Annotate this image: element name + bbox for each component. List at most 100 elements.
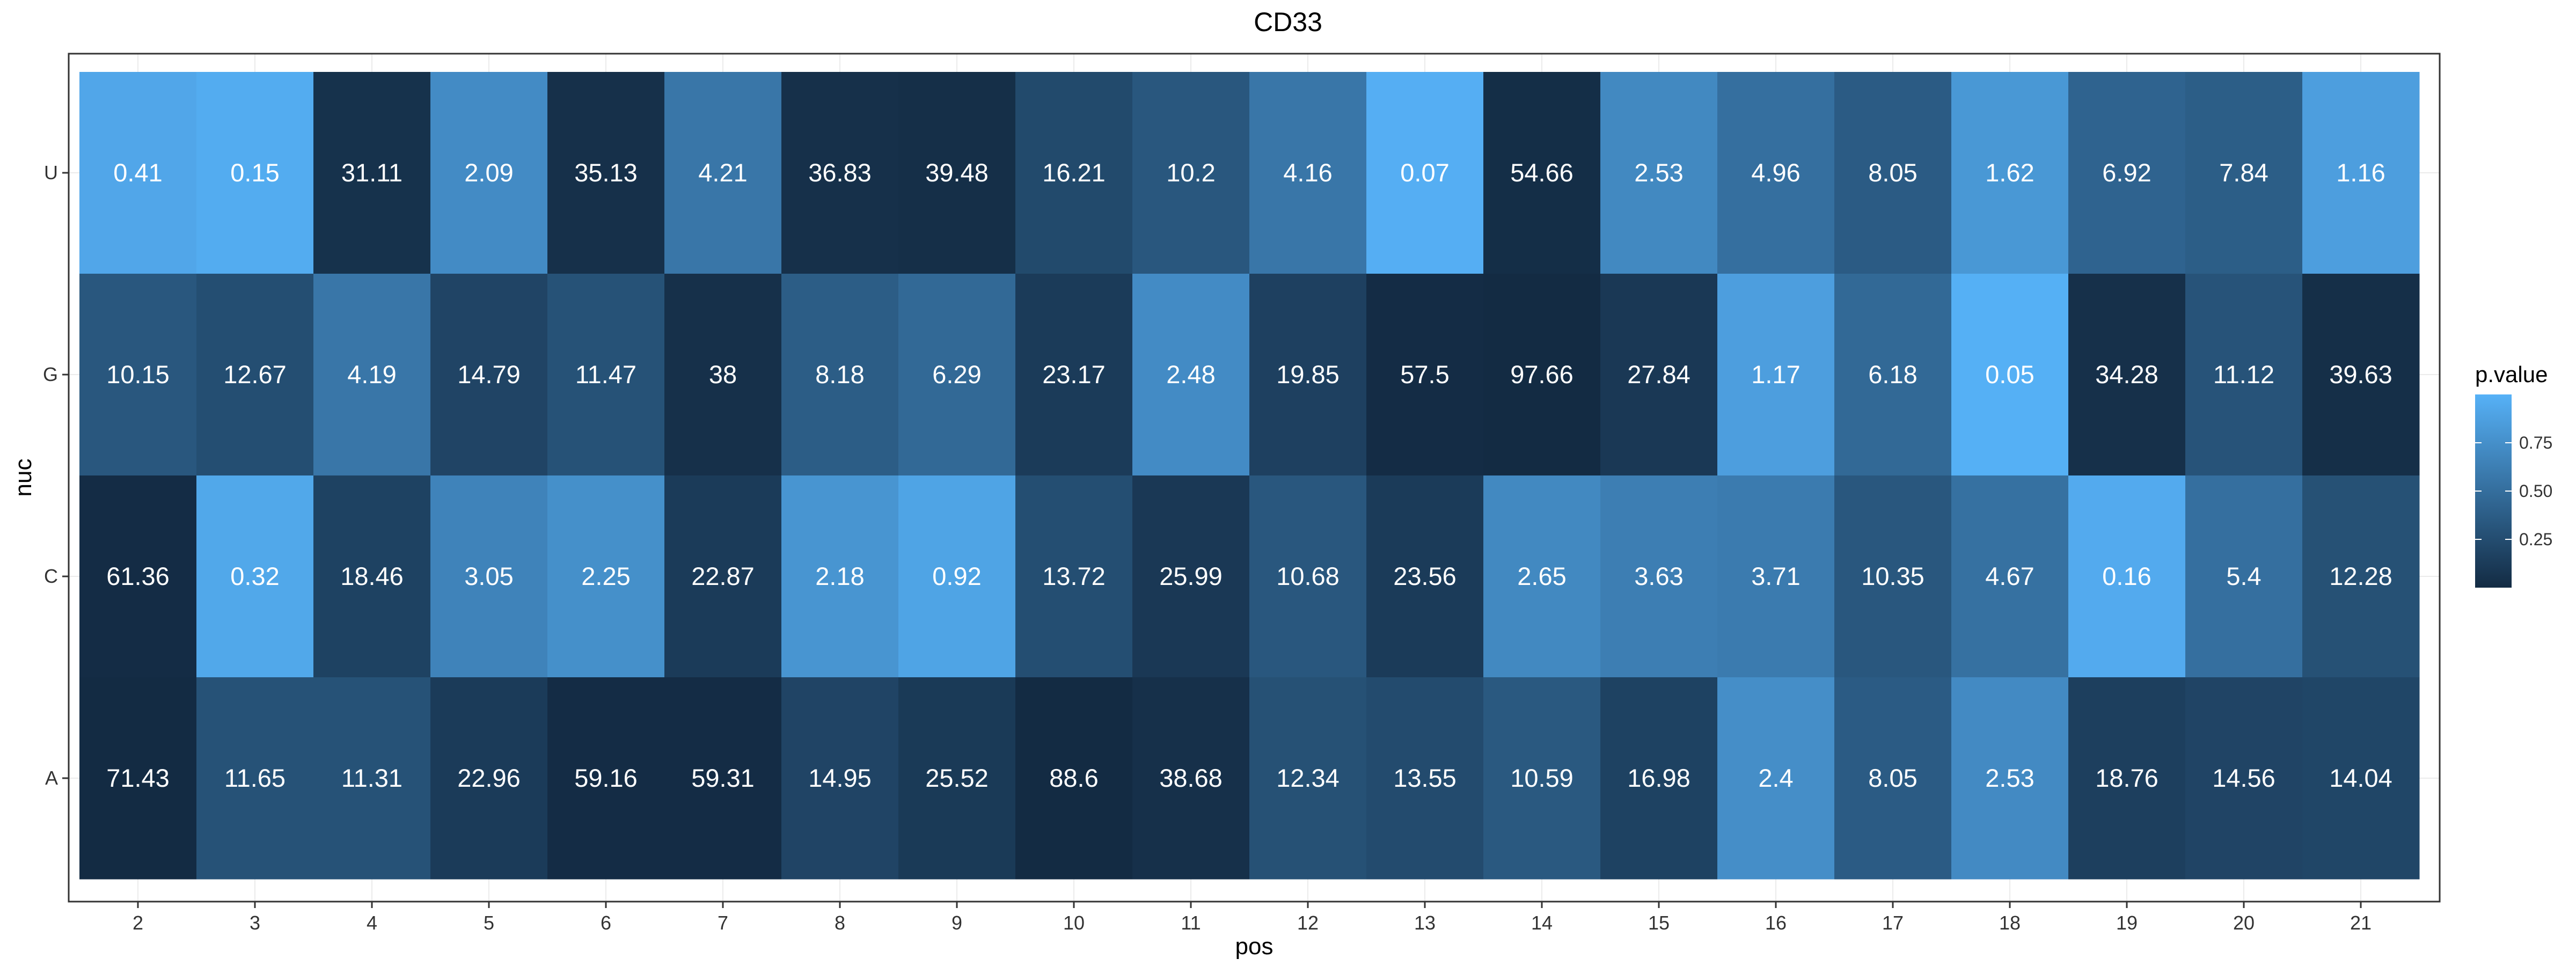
cell-label: 59.31 — [691, 764, 755, 792]
cell-label: 6.29 — [932, 360, 981, 389]
heatmap-cell — [2302, 475, 2420, 678]
x-tick-label: 11 — [1181, 912, 1201, 934]
cell-label: 38.68 — [1159, 764, 1223, 792]
legend: p.value 0.25 0.50 0.75 — [2475, 362, 2552, 588]
cell-label: 12.67 — [223, 360, 287, 389]
cell-label: 88.6 — [1049, 764, 1098, 792]
heatmap-cell — [1132, 274, 1250, 476]
y-tick-label: G — [43, 363, 58, 385]
cell-label: 4.96 — [1751, 158, 1800, 187]
x-tick-label: 21 — [2350, 912, 2372, 934]
cell-label: 0.15 — [230, 158, 279, 187]
heatmap-cell — [1717, 72, 1835, 274]
cell-label: 3.63 — [1634, 562, 1683, 590]
heatmap-cell — [2068, 274, 2186, 476]
cell-label: 4.19 — [347, 360, 396, 389]
heatmap-cell — [1717, 475, 1835, 678]
x-tick-label: 14 — [1531, 912, 1553, 934]
x-tick-label: 15 — [1648, 912, 1670, 934]
heatmap-cell — [313, 72, 431, 274]
x-tick-label: 2 — [133, 912, 143, 934]
cell-label: 39.48 — [925, 158, 989, 187]
x-axis: 2 3 4 5 6 7 8 9 10 11 12 13 14 15 16 17 18 19 20 21 — [133, 902, 2372, 934]
y-tick-label: C — [44, 565, 58, 587]
cell-label: 2.53 — [1634, 158, 1683, 187]
x-tick-label: 7 — [718, 912, 728, 934]
heatmap-cell — [1015, 274, 1133, 476]
x-tick-label: 12 — [1297, 912, 1319, 934]
cell-label: 5.4 — [2226, 562, 2261, 590]
cell-label: 36.83 — [808, 158, 872, 187]
heatmap-cell — [1483, 475, 1601, 678]
cell-label: 31.11 — [341, 158, 402, 187]
heatmap-cell — [1249, 677, 1367, 880]
cell-label: 10.35 — [1861, 562, 1924, 590]
heatmap-cell — [1834, 475, 1952, 678]
cell-label: 13.72 — [1042, 562, 1106, 590]
heatmap-cell — [547, 274, 665, 476]
cell-label: 22.96 — [457, 764, 521, 792]
cell-label: 8.05 — [1868, 764, 1917, 792]
legend-tick-label: 0.75 — [2519, 433, 2552, 452]
x-tick-label: 10 — [1063, 912, 1085, 934]
heatmap-cell — [781, 475, 899, 678]
cell-label: 16.98 — [1627, 764, 1690, 792]
heatmap-cell — [1015, 677, 1133, 880]
heatmap-cell — [79, 475, 197, 678]
x-tick-label: 16 — [1765, 912, 1787, 934]
cell-label: 16.21 — [1042, 158, 1106, 187]
cell-label: 23.17 — [1042, 360, 1106, 389]
cell-label: 11.31 — [341, 764, 402, 792]
cell-label: 1.16 — [2336, 158, 2385, 187]
cell-label: 2.25 — [581, 562, 630, 590]
chart-title: CD33 — [1254, 7, 1322, 37]
cell-label: 2.18 — [815, 562, 864, 590]
cell-label: 14.04 — [2329, 764, 2392, 792]
cell-label: 1.62 — [1985, 158, 2034, 187]
heatmap-cell — [1834, 274, 1952, 476]
cell-label: 57.5 — [1400, 360, 1449, 389]
cell-label: 0.92 — [932, 562, 981, 590]
heatmap-cell — [547, 677, 665, 880]
x-tick-label: 18 — [1999, 912, 2021, 934]
plot-panel: 0.41 0.15 31.11 2.09 35.13 4.21 36.83 39.48 16.2… — [68, 53, 2441, 903]
heatmap-cell — [1483, 677, 1601, 880]
cell-label: 4.21 — [698, 158, 747, 187]
heatmap-cell — [547, 475, 665, 678]
cell-label: 59.16 — [574, 764, 638, 792]
heatmap-cell — [1249, 475, 1367, 678]
cell-label: 2.53 — [1985, 764, 2034, 792]
legend-ticks: 0.25 0.50 0.75 — [2475, 433, 2552, 549]
heatmap-cell — [898, 475, 1016, 678]
x-tick-label: 3 — [250, 912, 260, 934]
heatmap-cell — [2185, 72, 2303, 274]
heatmap-cell — [313, 677, 431, 880]
cell-label: 1.17 — [1751, 360, 1800, 389]
cell-label: 8.05 — [1868, 158, 1917, 187]
heatmap-cell — [1366, 475, 1484, 678]
cell-label: 97.66 — [1510, 360, 1574, 389]
cell-label: 12.34 — [1276, 764, 1340, 792]
cell-label: 61.36 — [106, 562, 170, 590]
heatmap-cell — [1951, 72, 2069, 274]
heatmap-cell — [2185, 274, 2303, 476]
heatmap-cell — [79, 677, 197, 880]
heatmap-cell — [1249, 72, 1367, 274]
heatmap-cell — [430, 72, 548, 274]
cell-label: 11.12 — [2213, 360, 2274, 389]
heatmap-cell — [1366, 274, 1484, 476]
heatmap-cells — [79, 72, 2420, 880]
heatmap-cell — [1483, 274, 1601, 476]
heatmap-cell — [1834, 677, 1952, 880]
heatmap-cell — [79, 72, 197, 274]
heatmap-cell — [1951, 677, 2069, 880]
cell-label: 25.52 — [925, 764, 989, 792]
cell-label: 7.84 — [2219, 158, 2268, 187]
heatmap-cell — [781, 274, 899, 476]
legend-tick-label: 0.50 — [2519, 481, 2552, 501]
heatmap-cell — [781, 72, 899, 274]
heatmap-cell-labels: 0.41 0.15 31.11 2.09 35.13 4.21 36.83 39.48 16.2… — [106, 158, 2392, 792]
y-tick-label: U — [44, 162, 58, 184]
cell-label: 19.85 — [1276, 360, 1340, 389]
heatmap-cell — [1132, 677, 1250, 880]
